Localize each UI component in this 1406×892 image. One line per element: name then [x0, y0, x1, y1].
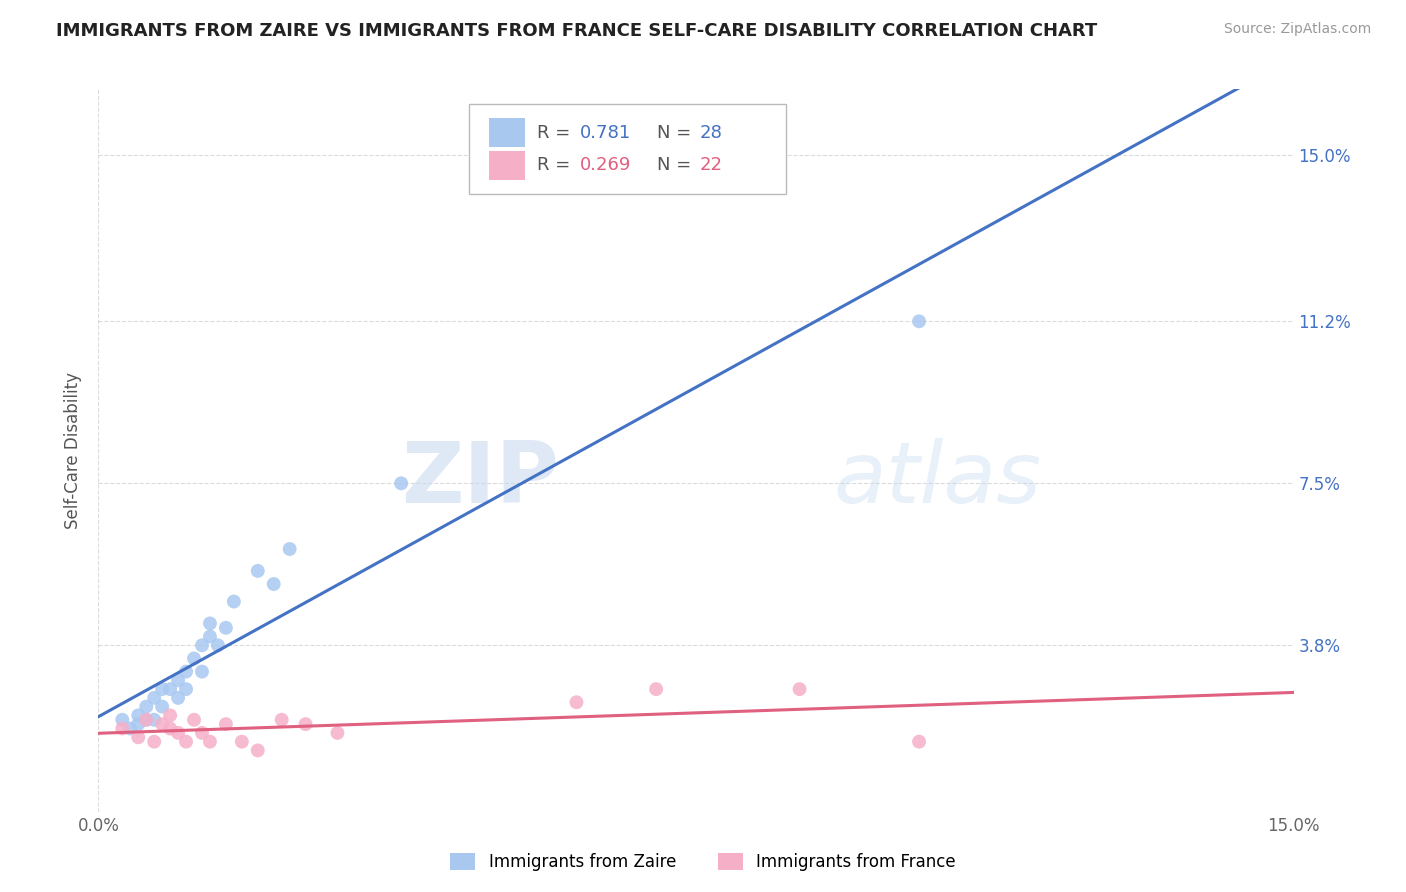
- Point: [143, 734, 166, 748]
- Point: [127, 717, 149, 731]
- Point: [565, 695, 588, 709]
- Point: [150, 682, 173, 697]
- Point: [207, 638, 229, 652]
- Text: 0.781: 0.781: [581, 124, 631, 142]
- Point: [645, 682, 668, 697]
- Point: [908, 314, 931, 328]
- Point: [174, 665, 197, 679]
- Point: [191, 665, 214, 679]
- Point: [143, 713, 166, 727]
- Point: [246, 564, 269, 578]
- Y-axis label: Self-Care Disability: Self-Care Disability: [65, 372, 83, 529]
- Point: [215, 621, 238, 635]
- Point: [183, 713, 205, 727]
- Text: R =: R =: [537, 124, 576, 142]
- Point: [246, 743, 269, 757]
- Point: [174, 734, 197, 748]
- Legend: Immigrants from Zaire, Immigrants from France: Immigrants from Zaire, Immigrants from F…: [441, 845, 965, 880]
- Point: [111, 713, 134, 727]
- Point: [120, 722, 142, 736]
- Point: [167, 673, 190, 688]
- Point: [191, 726, 214, 740]
- Point: [222, 594, 245, 608]
- Point: [150, 717, 173, 731]
- Point: [135, 713, 157, 727]
- Point: [198, 734, 221, 748]
- Point: [167, 726, 190, 740]
- Point: [159, 682, 181, 697]
- Text: N =: N =: [657, 124, 696, 142]
- Point: [167, 690, 190, 705]
- Text: 22: 22: [700, 156, 723, 174]
- Text: atlas: atlas: [834, 438, 1042, 521]
- Point: [150, 699, 173, 714]
- Point: [198, 616, 221, 631]
- Point: [143, 690, 166, 705]
- Point: [183, 651, 205, 665]
- Point: [127, 731, 149, 745]
- Text: 0.269: 0.269: [581, 156, 631, 174]
- Point: [263, 577, 285, 591]
- Point: [789, 682, 811, 697]
- Point: [231, 734, 253, 748]
- Point: [159, 708, 181, 723]
- Point: [174, 682, 197, 697]
- Point: [198, 630, 221, 644]
- Point: [159, 722, 181, 736]
- Point: [111, 722, 134, 736]
- Point: [270, 713, 292, 727]
- Point: [326, 726, 349, 740]
- Text: Source: ZipAtlas.com: Source: ZipAtlas.com: [1223, 22, 1371, 37]
- Text: IMMIGRANTS FROM ZAIRE VS IMMIGRANTS FROM FRANCE SELF-CARE DISABILITY CORRELATION: IMMIGRANTS FROM ZAIRE VS IMMIGRANTS FROM…: [56, 22, 1098, 40]
- Point: [135, 713, 157, 727]
- Point: [191, 638, 214, 652]
- Point: [215, 717, 238, 731]
- Bar: [489, 151, 524, 179]
- FancyBboxPatch shape: [470, 103, 786, 194]
- Text: R =: R =: [537, 156, 576, 174]
- Text: N =: N =: [657, 156, 696, 174]
- Bar: [489, 118, 524, 147]
- Point: [294, 717, 316, 731]
- Text: ZIP: ZIP: [401, 438, 558, 521]
- Text: 28: 28: [700, 124, 723, 142]
- Point: [908, 734, 931, 748]
- Point: [389, 476, 412, 491]
- Point: [135, 699, 157, 714]
- Point: [127, 708, 149, 723]
- Point: [278, 541, 301, 556]
